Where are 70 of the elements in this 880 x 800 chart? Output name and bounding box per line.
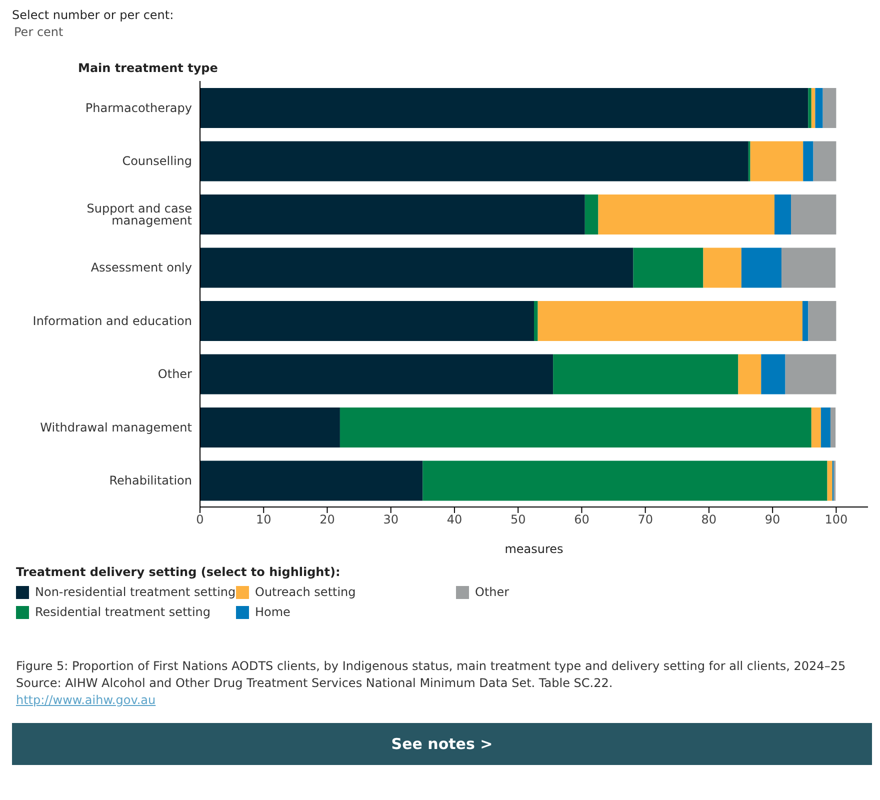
bar: [774, 194, 792, 234]
bar: [200, 88, 808, 128]
caption: Figure 5: Proportion of First Nations AODTS clients, by Indigenous status, main treatment type and delivery setting for all clients, 2024–25: [16, 658, 847, 675]
x-tick-label: 30: [383, 512, 398, 527]
bar: [538, 301, 802, 341]
x-tick-label: 90: [764, 512, 780, 527]
bar: [750, 141, 804, 182]
bar: [803, 141, 814, 182]
bar: [808, 301, 836, 341]
x-axis-title: measures: [504, 542, 564, 556]
bar: [584, 194, 598, 234]
bar: [830, 408, 836, 448]
bar: [200, 408, 340, 448]
y-tick-label: Counselling: [122, 154, 192, 168]
legend-label: Other: [474, 584, 510, 601]
legend-label: Residential treatment setting: [34, 604, 212, 621]
x-tick-label: 80: [701, 512, 717, 527]
bar: [820, 408, 830, 448]
bar: [200, 301, 534, 341]
bar: [815, 88, 823, 128]
y-tick-label: Information and education: [32, 314, 192, 328]
bar: [813, 141, 836, 182]
bar: [827, 460, 832, 501]
y-tick-label: Other: [158, 367, 192, 382]
bar: [785, 354, 836, 394]
bar: [703, 248, 742, 288]
y-tick-label: Support and case management: [86, 201, 192, 228]
bar: [422, 460, 828, 501]
bar: [200, 194, 585, 234]
x-tick-label: 60: [574, 512, 590, 527]
text: Per cent: [14, 25, 64, 39]
bar: [534, 301, 538, 341]
y-axis-title: Main treatment type: [78, 61, 219, 75]
x-tick-label: 10: [256, 512, 272, 527]
x-tick-label: 20: [320, 512, 335, 527]
legend-label: Non-residential treatment setting: [34, 584, 236, 601]
bar: [791, 194, 836, 234]
bar: [598, 194, 774, 234]
legend-title: Treatment delivery setting (select to highlight):: [16, 565, 342, 579]
text: See notes >: [12, 723, 872, 765]
bar: [761, 354, 786, 394]
bar: [340, 408, 812, 448]
bar: [200, 460, 423, 501]
bar: [200, 248, 634, 288]
y-tick-label: Assessment only: [90, 260, 192, 275]
bar: [811, 408, 821, 448]
bar: [553, 354, 738, 394]
bar: [802, 301, 808, 341]
y-tick-label: Withdrawal management: [40, 420, 192, 434]
x-tick-label: 0: [196, 512, 204, 527]
bar: [738, 354, 762, 394]
bar: [200, 141, 748, 182]
text: Select number or per cent:: [12, 8, 175, 22]
bar: [633, 248, 704, 288]
x-tick-label: 100: [824, 512, 848, 527]
bar: [808, 88, 812, 128]
y-tick-label: Pharmacotherapy: [85, 100, 192, 115]
bar: [200, 354, 554, 394]
source-note: Source: AIHW Alcohol and Other Drug Treatment Services National Minimum Data Set. Table SC.22.: [16, 675, 614, 692]
bar: [811, 88, 816, 128]
legend-label: Home: [254, 604, 292, 621]
x-tick-label: 40: [446, 512, 462, 527]
x-tick-label: 70: [638, 512, 653, 527]
bar: [781, 248, 836, 288]
text: http://www.aihw.gov.au: [16, 692, 157, 709]
bar: [822, 88, 836, 128]
legend-label: Outreach setting: [254, 584, 357, 601]
x-tick-label: 50: [510, 512, 526, 527]
y-tick-label: Rehabilitation: [109, 474, 192, 488]
bar: [741, 248, 782, 288]
